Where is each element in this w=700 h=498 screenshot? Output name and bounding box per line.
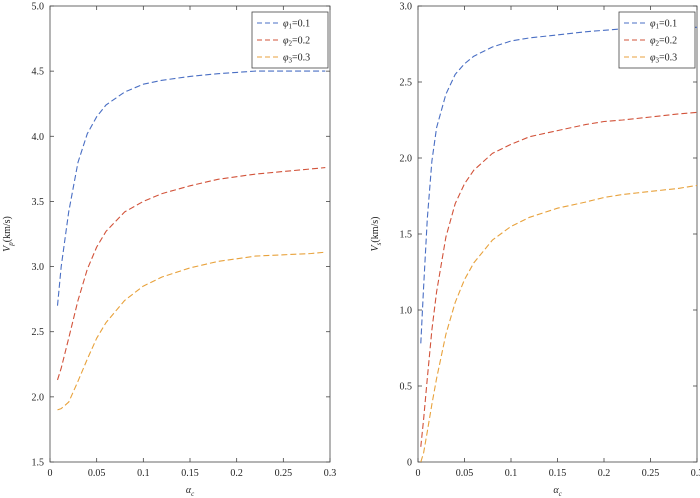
- y-tick-label: 2.0: [32, 392, 45, 403]
- x-tick-label: 0.2: [598, 468, 611, 479]
- y-tick-label: 3.0: [32, 262, 45, 273]
- x-axis-label: αc: [553, 485, 562, 498]
- x-tick-label: 0.2: [230, 468, 243, 479]
- x-tick-label: 0.05: [456, 468, 474, 479]
- y-axis-label: Vs(km/s): [370, 217, 383, 252]
- y-tick-label: 3.5: [32, 197, 45, 208]
- y-tick-label: 2.0: [400, 154, 413, 165]
- x-tick-label: 0.15: [549, 468, 567, 479]
- y-tick-label: 0: [407, 458, 412, 469]
- series-line-2: [56, 167, 326, 381]
- legend-label-2: φ2=0.2: [650, 36, 677, 48]
- x-tick-label: 0.25: [275, 468, 293, 479]
- x-tick-label: 0.1: [505, 468, 518, 479]
- y-tick-label: 3.0: [400, 2, 413, 13]
- legend-label-2: φ2=0.2: [283, 36, 310, 48]
- x-tick-label: 0: [48, 468, 53, 479]
- legend-box: [618, 11, 696, 69]
- x-tick-label: 0: [416, 468, 421, 479]
- chart-panel-2: 0 0.05 0.1 0.15 0.2 0.25 0.3 0 0.5 1.0 1.5 2.0 2.5 3.…: [370, 2, 700, 498]
- x-tick-label: 0.3: [324, 468, 337, 479]
- legend-label-1: φ1=0.1: [650, 19, 677, 31]
- y-tick-label: 4.5: [32, 67, 45, 78]
- y-tick-label: 1.5: [32, 458, 45, 469]
- legend: φ1=0.1 φ2=0.2 φ3=0.3: [251, 11, 329, 69]
- legend-label-3: φ3=0.3: [650, 53, 677, 65]
- legend: φ1=0.1 φ2=0.2 φ3=0.3: [618, 11, 696, 69]
- series-line-3: [57, 251, 326, 411]
- plot-frame: [49, 5, 331, 463]
- y-axis-label: Vp(km/s): [2, 216, 15, 252]
- plot-frame: [417, 5, 698, 463]
- y-tick-label: 1.5: [400, 230, 413, 241]
- series-line-1: [56, 70, 326, 306]
- y-tick-label: 4.0: [32, 132, 45, 143]
- x-tick-label: 0.15: [181, 468, 199, 479]
- y-tick-label: 5.0: [32, 2, 45, 13]
- x-axis-label: αc: [186, 485, 195, 498]
- series-line-1: [420, 26, 697, 344]
- x-tick-label: 0.1: [137, 468, 150, 479]
- y-tick-label: 1.0: [400, 306, 413, 317]
- legend-label-3: φ3=0.3: [283, 53, 310, 65]
- y-tick-label: 2.5: [32, 327, 45, 338]
- y-tick-label: 2.5: [400, 78, 413, 89]
- y-tick-label: 0.5: [400, 382, 413, 393]
- x-tick-label: 0.05: [88, 468, 106, 479]
- chart-panel-1: 0 0.05 0.1 0.15 0.2 0.25 0.3 1.5 2.0 2.5 3.0 3.5 4.0…: [2, 2, 336, 498]
- legend-box: [251, 11, 329, 69]
- series-line-3: [420, 184, 698, 463]
- x-tick-label: 0.25: [642, 468, 660, 479]
- legend-label-1: φ1=0.1: [283, 19, 310, 31]
- x-tick-label: 0.3: [691, 468, 700, 479]
- series-line-2: [420, 111, 698, 447]
